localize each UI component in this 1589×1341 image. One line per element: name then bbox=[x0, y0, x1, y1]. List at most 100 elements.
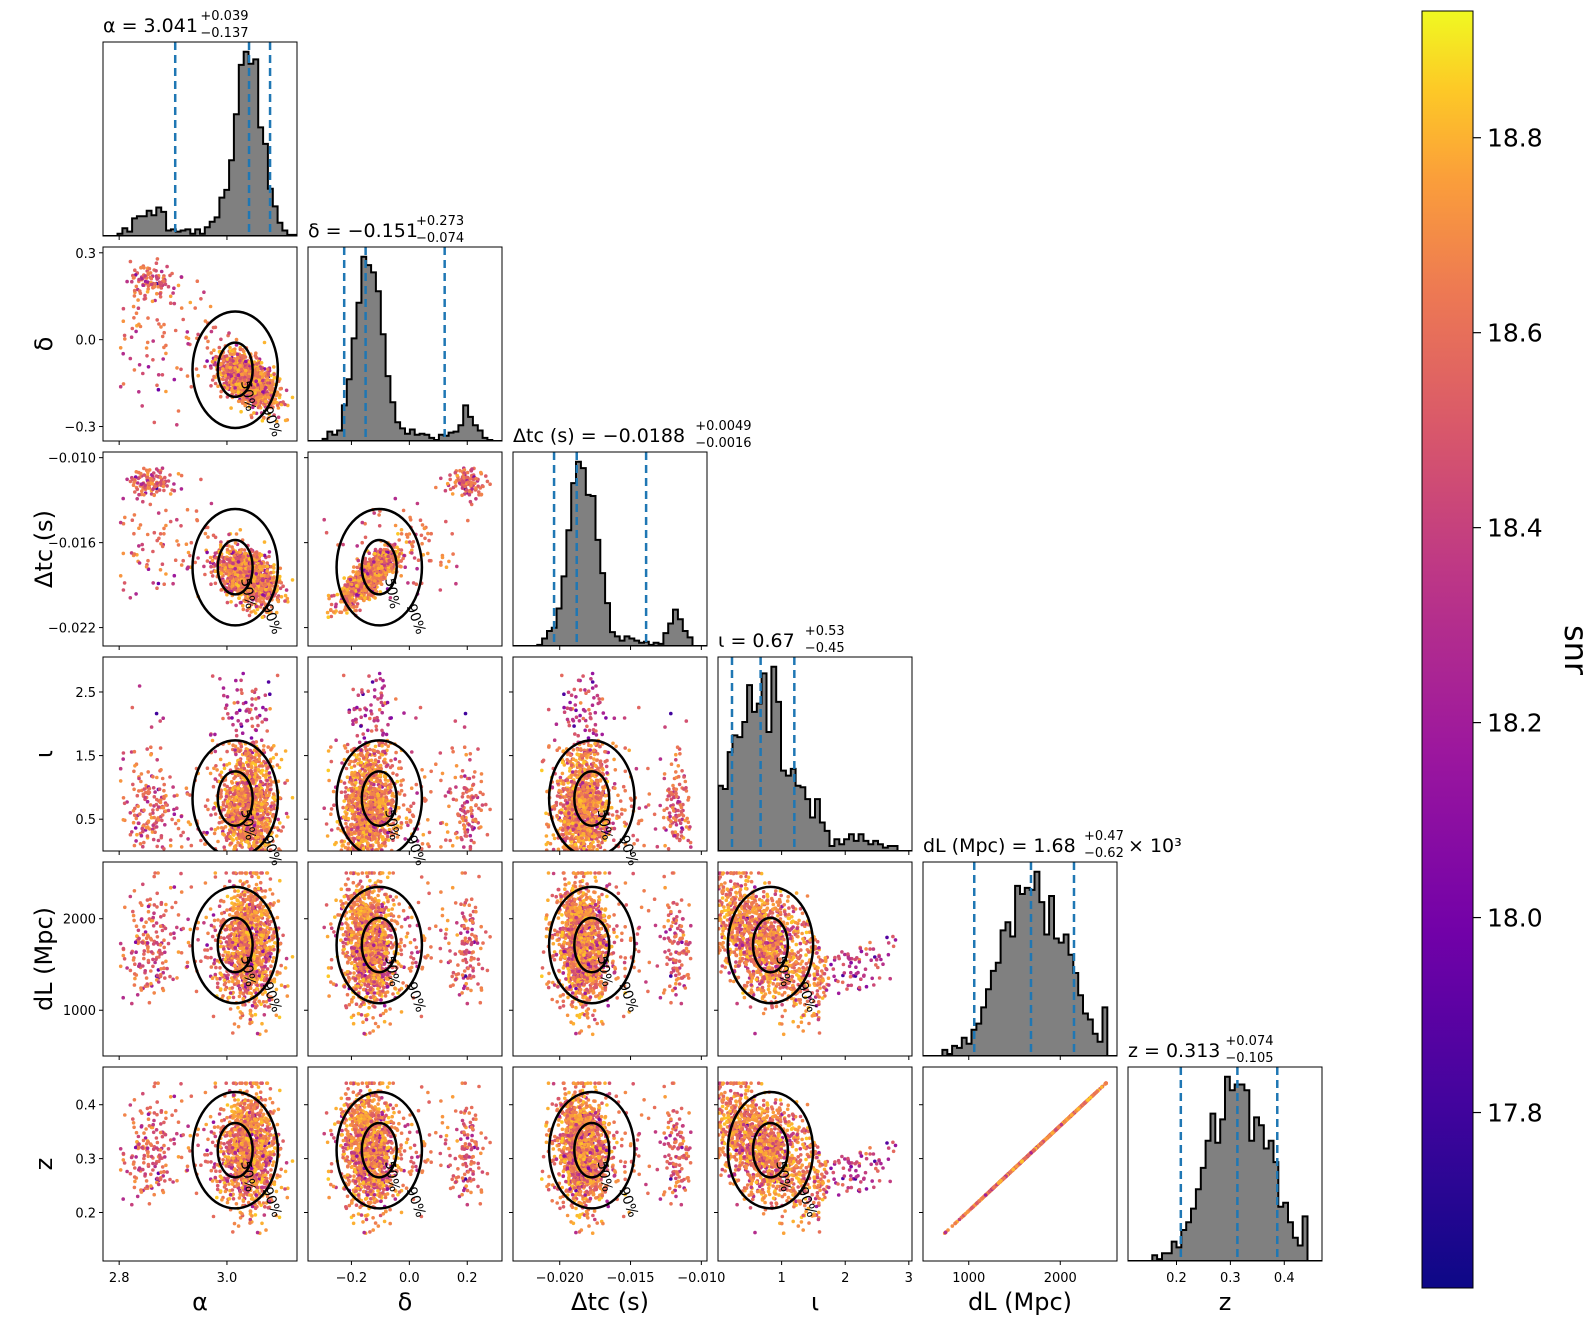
scatter-point bbox=[399, 559, 403, 563]
scatter-point bbox=[145, 354, 149, 358]
scatter-point bbox=[388, 596, 393, 600]
scatter-point bbox=[217, 345, 222, 350]
scatter-point bbox=[444, 519, 448, 524]
scatter-point bbox=[222, 845, 226, 849]
scatter-point bbox=[387, 569, 392, 573]
scatter-point bbox=[255, 575, 260, 579]
scatter-point bbox=[265, 564, 270, 569]
scatter-point bbox=[366, 562, 371, 566]
scatter-point bbox=[211, 325, 216, 330]
scatter-point bbox=[260, 615, 265, 619]
scatter-point bbox=[132, 552, 137, 556]
scatter-point bbox=[152, 420, 157, 425]
scatter-point bbox=[168, 301, 173, 306]
scatter-point bbox=[262, 340, 267, 345]
scatter-point bbox=[137, 492, 141, 497]
scatter-point bbox=[286, 403, 290, 408]
scatter-point bbox=[259, 371, 264, 376]
scatter-point bbox=[232, 587, 236, 592]
scatter-point bbox=[225, 600, 230, 605]
scatter-point bbox=[209, 366, 213, 370]
scatter-point bbox=[373, 587, 377, 591]
scatter-point bbox=[144, 564, 149, 569]
scatter-point bbox=[382, 560, 387, 565]
scatter-point bbox=[155, 490, 159, 494]
scatter-point bbox=[155, 481, 159, 486]
scatter-point bbox=[389, 550, 393, 554]
scatter-point bbox=[224, 354, 229, 358]
scatter-point bbox=[382, 563, 387, 567]
scatter-point bbox=[221, 686, 226, 690]
scatter-point bbox=[202, 290, 206, 295]
scatter-point bbox=[232, 701, 237, 705]
scatter-point bbox=[473, 481, 477, 486]
scatter-point bbox=[157, 322, 161, 326]
scatter-point bbox=[233, 567, 237, 571]
scatter-point bbox=[179, 563, 184, 567]
scatter-point bbox=[331, 610, 336, 614]
scatter-point bbox=[133, 490, 137, 494]
scatter-point bbox=[268, 707, 272, 711]
scatter-point bbox=[239, 547, 244, 552]
scatter-point bbox=[378, 570, 383, 574]
scatter-point bbox=[170, 817, 174, 822]
scatter-point bbox=[444, 565, 449, 569]
scatter-point bbox=[326, 615, 331, 619]
scatter-point bbox=[162, 782, 166, 787]
scatter-point bbox=[455, 564, 459, 569]
scatter-point bbox=[228, 362, 233, 367]
scatter-point bbox=[154, 467, 159, 471]
scatter-point bbox=[152, 530, 157, 535]
scatter-point bbox=[121, 351, 125, 356]
scatter-point bbox=[360, 520, 365, 525]
scatter-point bbox=[141, 371, 145, 376]
scatter-point bbox=[162, 330, 166, 335]
scatter-point bbox=[329, 614, 334, 619]
contour-50 bbox=[360, 538, 398, 596]
scatter-point bbox=[481, 484, 485, 489]
scatter-point bbox=[378, 581, 383, 585]
contour-label-90: 90% bbox=[259, 602, 285, 637]
scatter-point bbox=[219, 567, 223, 571]
scatter-point bbox=[240, 731, 245, 735]
scatter-point bbox=[242, 548, 247, 552]
scatter-point bbox=[122, 581, 127, 585]
scatter-point bbox=[261, 593, 265, 597]
scatter-point bbox=[246, 374, 251, 379]
scatter-point bbox=[277, 765, 282, 770]
scatter-point bbox=[154, 269, 158, 273]
scatter-point bbox=[267, 554, 271, 559]
scatter-point bbox=[267, 412, 272, 417]
scatter-point bbox=[264, 399, 268, 404]
scatter-point bbox=[225, 784, 229, 789]
scatter-point bbox=[121, 496, 125, 501]
scatter-point bbox=[274, 610, 279, 615]
scatter-point bbox=[283, 418, 288, 423]
scatter-point bbox=[209, 570, 214, 575]
scatter-point bbox=[254, 388, 258, 392]
scatter-point bbox=[259, 567, 263, 571]
scatter-point bbox=[196, 373, 200, 378]
scatter-point bbox=[227, 741, 231, 746]
scatter-point bbox=[141, 283, 145, 288]
scatter-point bbox=[439, 563, 443, 567]
scatter-point bbox=[237, 581, 241, 585]
scatter-point bbox=[121, 382, 126, 386]
scatter-point bbox=[153, 282, 157, 286]
y-tick-label: −0.016 bbox=[48, 537, 96, 552]
scatter-point bbox=[345, 611, 349, 615]
scatter-point bbox=[141, 829, 145, 834]
scatter-point bbox=[129, 335, 134, 340]
scatter-point bbox=[477, 490, 481, 494]
scatter-point bbox=[448, 477, 453, 482]
scatter-point bbox=[135, 793, 140, 798]
scatter-point bbox=[283, 593, 288, 598]
scatter-point bbox=[249, 415, 254, 420]
scatter-point bbox=[467, 492, 472, 497]
scatter-point bbox=[240, 354, 244, 358]
scatter-point bbox=[347, 596, 352, 601]
scatter-point bbox=[132, 275, 136, 280]
scatter-point bbox=[460, 493, 464, 498]
scatter-point bbox=[261, 748, 266, 752]
